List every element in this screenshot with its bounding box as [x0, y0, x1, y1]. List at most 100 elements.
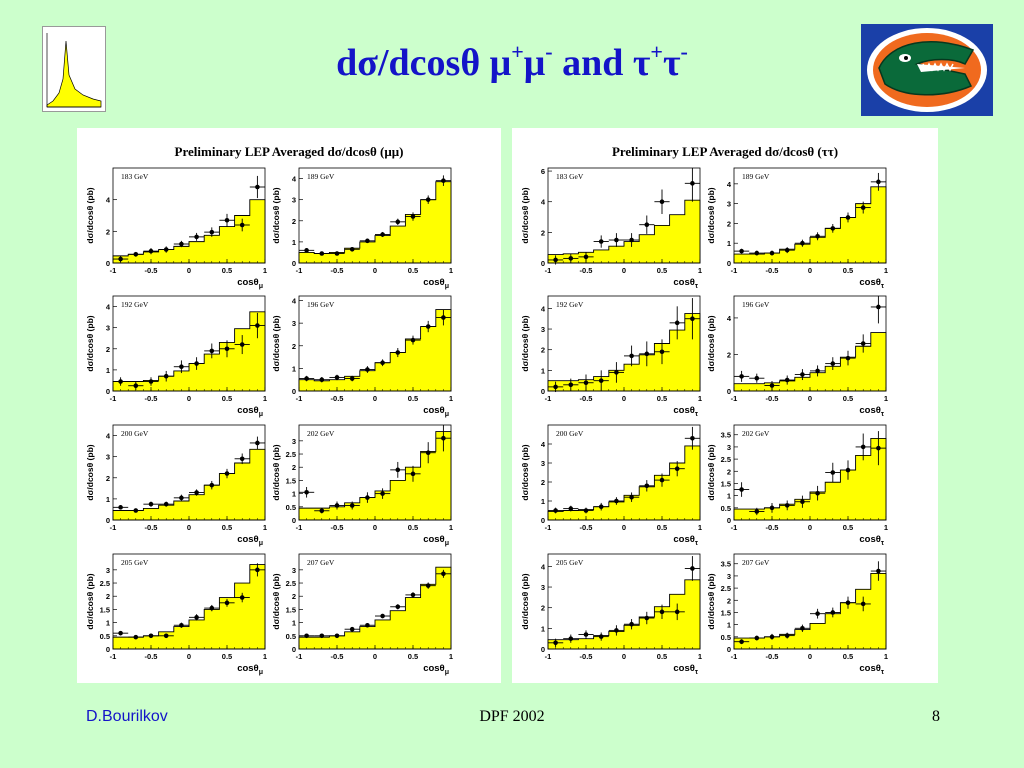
x-axis-label: cosθτ: [673, 663, 699, 676]
y-tick-label: 3: [106, 324, 110, 333]
x-tick-label: 0.5: [222, 394, 232, 403]
data-point: [739, 374, 744, 379]
x-tick-label: 0: [187, 266, 191, 275]
energy-label: 205 GeV: [121, 558, 149, 567]
x-tick-label: 0.5: [657, 523, 667, 532]
x-tick-label: 0.5: [408, 523, 418, 532]
data-point: [644, 222, 650, 227]
data-point: [598, 378, 604, 383]
x-tick-label: -0.5: [766, 523, 779, 532]
y-tick-label: 3: [292, 437, 296, 446]
data-point: [441, 315, 446, 320]
x-tick-label: 0: [622, 523, 626, 532]
y-tick-label: 4: [727, 314, 732, 323]
data-point: [304, 376, 309, 381]
footer-author: D.Bourilkov: [86, 708, 168, 725]
data-point: [334, 375, 340, 380]
data-point: [845, 467, 851, 473]
y-tick-label: 1: [106, 619, 110, 628]
data-point: [674, 320, 680, 326]
data-point: [629, 237, 634, 243]
y-tick-label: 4: [541, 562, 546, 571]
y-tick-label: 2: [106, 474, 110, 483]
data-point: [179, 622, 184, 628]
x-tick-label: 1: [884, 394, 888, 403]
data-point: [598, 504, 604, 509]
y-tick-label: 1: [106, 495, 110, 504]
data-point: [441, 178, 446, 183]
x-axis-label: cosθμ: [237, 405, 263, 418]
data-point: [179, 364, 184, 370]
x-axis-label: cosθμ: [423, 405, 449, 418]
data-point: [304, 633, 309, 639]
data-point: [830, 470, 836, 475]
energy-label: 192 GeV: [556, 300, 584, 309]
x-tick-label: 0.5: [408, 394, 418, 403]
x-tick-label: 1: [449, 394, 453, 403]
data-point: [239, 222, 245, 228]
x-tick-label: 1: [263, 523, 267, 532]
x-tick-label: 0: [373, 266, 377, 275]
y-tick-label: 4: [292, 297, 297, 306]
data-point: [319, 377, 325, 382]
data-point: [255, 440, 260, 446]
energy-label: 189 GeV: [307, 172, 335, 181]
x-tick-label: 0: [622, 652, 626, 661]
x-tick-label: 0.5: [222, 652, 232, 661]
y-tick-label: 2: [292, 342, 296, 351]
x-tick-label: 1: [449, 652, 453, 661]
x-axis-label: cosθτ: [859, 277, 885, 290]
data-point: [118, 256, 123, 262]
data-point: [644, 615, 650, 621]
data-point: [845, 600, 851, 606]
data-point: [830, 226, 836, 231]
y-tick-label: 1: [541, 624, 545, 633]
histogram-prediction: [298, 566, 452, 650]
x-tick-label: 0: [373, 394, 377, 403]
data-point: [148, 501, 154, 507]
subplot-196-gev: -1 -0.5 0 0.5 1 0 1 2 3 4 196 GeV dσ/dcosθ (pb) cosθ…: [271, 295, 453, 418]
x-tick-label: 0: [808, 523, 812, 532]
x-axis-label: cosθμ: [237, 663, 263, 676]
x-axis-label: cosθτ: [673, 277, 699, 290]
energy-label: 196 GeV: [742, 300, 770, 309]
x-tick-label: 0.5: [843, 523, 853, 532]
y-tick-label: 0.5: [100, 632, 110, 641]
data-point: [349, 246, 355, 252]
y-tick-label: 3: [292, 196, 296, 205]
y-axis-label: dσ/dcosθ (pb): [85, 573, 95, 629]
x-tick-label: 1: [884, 652, 888, 661]
y-tick-label: 0: [106, 387, 110, 396]
y-tick-label: 2: [106, 227, 110, 236]
data-point: [209, 229, 215, 235]
x-axis-label: cosθτ: [859, 663, 885, 676]
y-tick-label: 0: [292, 516, 296, 525]
data-point: [148, 248, 154, 254]
y-tick-label: 1: [541, 497, 545, 506]
data-point: [629, 353, 634, 359]
data-point: [224, 217, 230, 223]
data-point: [163, 247, 169, 252]
x-axis-label: cosθμ: [423, 663, 449, 676]
data-point: [365, 495, 370, 500]
y-tick-label: 1: [292, 619, 296, 628]
data-point: [784, 503, 790, 508]
data-point: [830, 610, 836, 615]
y-tick-label: 4: [727, 180, 732, 189]
data-point: [319, 251, 325, 256]
x-axis-label: cosθτ: [673, 534, 699, 547]
data-point: [118, 505, 123, 510]
y-axis-label: dσ/dcosθ (pb): [271, 187, 281, 243]
y-tick-label: 1: [541, 366, 545, 375]
x-tick-label: 1: [884, 523, 888, 532]
mumu-chart-panel: Preliminary LEP Averaged dσ/dcosθ (μμ) -1…: [77, 128, 501, 683]
histogram-prediction: [547, 445, 701, 521]
data-point: [148, 379, 154, 384]
data-point: [644, 483, 650, 489]
subplot-202-gev: -1 -0.5 0 0.5 1 0 0.5 1 1.5 2 2.5 3 202 GeV dσ/dcosθ …: [271, 424, 453, 547]
data-point: [583, 380, 589, 386]
histogram-prediction: [733, 573, 887, 650]
data-point: [674, 466, 680, 471]
data-point: [118, 379, 123, 384]
data-point: [815, 490, 820, 496]
